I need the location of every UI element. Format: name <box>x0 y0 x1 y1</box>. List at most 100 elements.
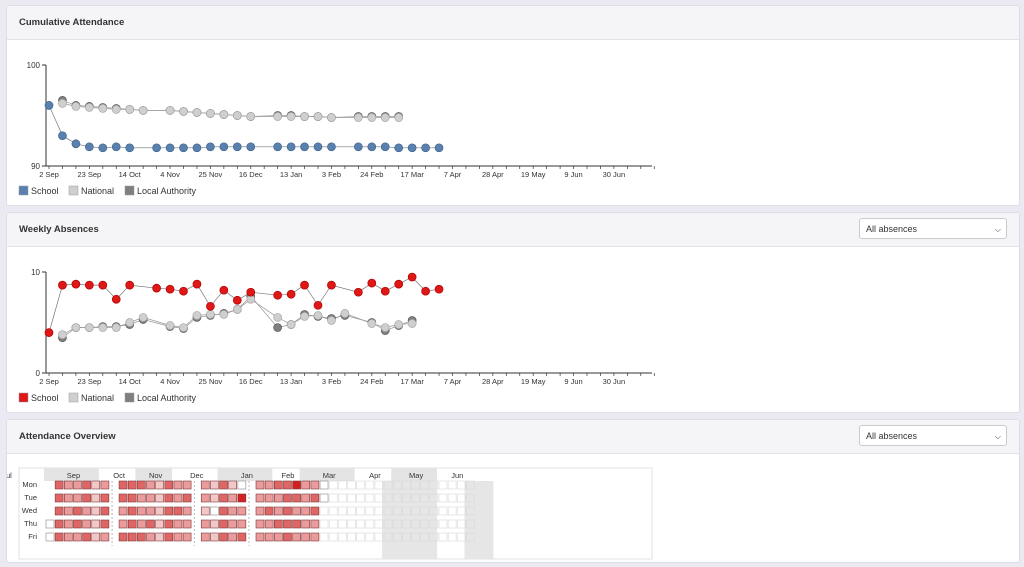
x-tick-label: 13 Jan <box>280 377 303 386</box>
heatmap-cell <box>54 506 64 516</box>
heatmap-cell <box>310 519 320 529</box>
legend-label-local-authority: Local Authority <box>137 186 197 196</box>
heatmap-cell <box>301 506 311 516</box>
heatmap-frame <box>18 467 653 560</box>
school-point <box>394 279 404 289</box>
heatmap-cell-future <box>456 493 466 503</box>
school-point <box>327 280 336 290</box>
heatmap-cell-future <box>447 493 457 503</box>
heatmap-cell <box>91 506 101 516</box>
heatmap-cell <box>255 506 265 516</box>
x-tick-label: 28 Apr <box>482 170 504 179</box>
heatmap-cell <box>155 480 164 490</box>
heatmap-cell <box>100 493 110 503</box>
month-label: Apr <box>369 471 381 480</box>
heatmap-cell <box>73 519 82 529</box>
heatmap-cell <box>137 493 146 503</box>
national-point <box>138 106 148 115</box>
month-label: Sep <box>67 471 80 480</box>
heatmap-cell <box>164 480 174 490</box>
school-point <box>192 279 202 289</box>
school-point <box>206 142 215 152</box>
heatmap-cell-future <box>328 493 338 503</box>
heatmap-cell-future <box>392 532 402 542</box>
heatmap-cell <box>164 493 174 503</box>
heatmap-cell <box>63 493 73 503</box>
heatmap-cell <box>219 519 228 529</box>
heatmap-cell <box>63 532 73 542</box>
national-point <box>125 318 135 327</box>
y-tick-label: 0 <box>36 369 41 378</box>
heatmap-cell-future <box>466 506 475 516</box>
heatmap-cell-future <box>438 493 448 503</box>
national-point <box>313 112 323 121</box>
school-point <box>232 295 242 305</box>
heatmap-cell-future <box>365 493 375 503</box>
heatmap-cell-future <box>447 532 457 542</box>
heatmap-cell-future <box>365 480 375 490</box>
heatmap-cell-future <box>338 532 347 542</box>
national-point <box>327 113 336 122</box>
heatmap-cell <box>100 480 110 490</box>
heatmap-cell <box>210 506 219 516</box>
heatmap-cell <box>100 519 110 529</box>
heatmap-cell-future <box>392 480 402 490</box>
x-tick-label: 14 Oct <box>119 170 142 179</box>
card-title: Attendance Overview <box>19 431 116 442</box>
heatmap-cell <box>228 493 237 503</box>
heatmap-cell <box>310 532 320 542</box>
row-label: Mon <box>22 480 37 489</box>
heatmap-cell-future <box>347 506 356 516</box>
heatmap-cell <box>146 480 155 490</box>
school-point <box>313 142 323 152</box>
heatmap-cell-future <box>429 532 439 542</box>
heatmap-cell <box>164 506 174 516</box>
heatmap-cell-future <box>392 519 402 529</box>
national-point <box>165 106 175 115</box>
heatmap-cell <box>310 493 320 503</box>
heatmap-cell-future <box>319 519 329 529</box>
chevron-down-icon: ⌵ <box>994 225 1001 234</box>
heatmap-cell-future <box>365 506 375 516</box>
national-point <box>111 323 121 332</box>
heatmap-cell <box>255 480 265 490</box>
heatmap-cell <box>255 519 265 529</box>
card-header: Cumulative Attendance <box>7 6 1019 40</box>
heatmap-cell <box>100 532 110 542</box>
school-point <box>98 143 108 153</box>
school-series-line <box>48 105 439 149</box>
national-point <box>340 309 350 318</box>
heatmap-cell <box>228 506 237 516</box>
legend-swatch-school <box>18 392 29 403</box>
heatmap-cell <box>319 480 329 490</box>
heatmap-cell <box>292 506 301 516</box>
heatmap-cell-future <box>383 519 393 529</box>
y-tick-label: 90 <box>31 162 40 171</box>
national-point <box>179 323 188 332</box>
school-point <box>232 142 242 152</box>
school-point <box>273 142 282 152</box>
heatmap-cell-future <box>402 506 411 516</box>
absence-type-select[interactable]: All absences ⌵ <box>859 218 1007 239</box>
heatmap-cell <box>273 480 283 490</box>
heatmap-cell <box>264 506 274 516</box>
heatmap-cell-future <box>356 480 365 490</box>
heatmap-cell <box>155 519 164 529</box>
school-point <box>421 143 430 153</box>
heatmap-cell-future <box>420 480 430 490</box>
heatmap-cell <box>283 506 292 516</box>
absence-type-select[interactable]: All absences ⌵ <box>859 425 1007 446</box>
school-point <box>219 285 229 295</box>
legend-swatch-national <box>68 392 79 403</box>
x-tick-label: 16 Dec <box>239 377 263 386</box>
heatmap-cell <box>200 506 210 516</box>
heatmap-cell-future <box>411 532 420 542</box>
x-tick-label: 30 Jun <box>603 170 626 179</box>
month-label: Oct <box>113 471 126 480</box>
heatmap-cell <box>146 532 155 542</box>
school-point <box>286 289 296 299</box>
heatmap-cell <box>255 532 265 542</box>
x-tick-label: 19 May <box>521 377 546 386</box>
national-point <box>367 113 377 122</box>
heatmap-cell <box>228 480 237 490</box>
